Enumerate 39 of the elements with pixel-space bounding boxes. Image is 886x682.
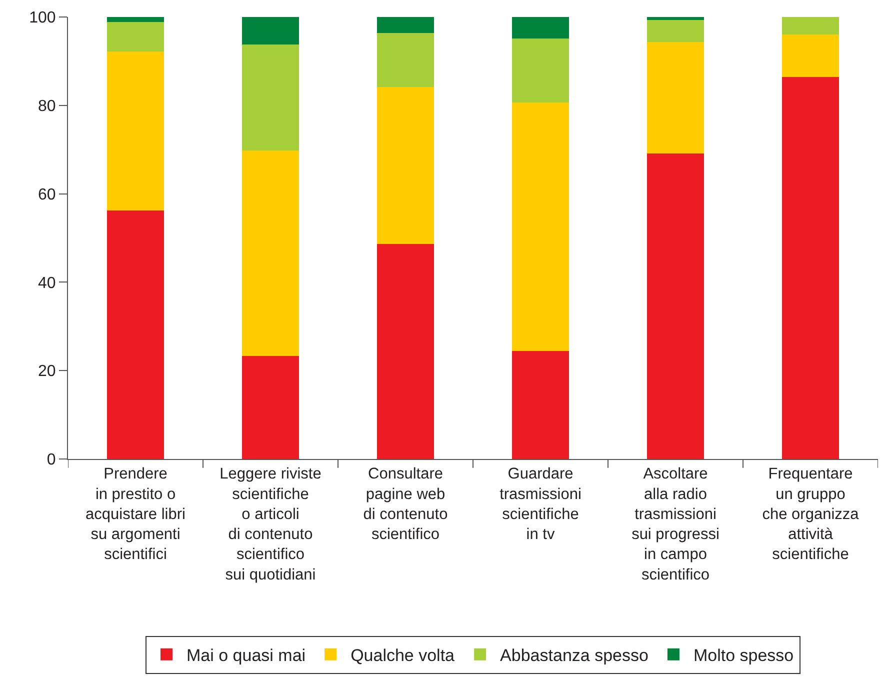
bar [647,17,704,20]
bar [512,102,569,352]
x-tick-label: Frequentare un gruppo che organizza attività scientifiche [762,466,860,564]
y-tick-label: 0 [46,452,56,469]
x-tick-label: Guardare trasmissioni scientifiche in tv [500,466,582,544]
legend-label: Molto spesso [693,646,794,665]
bar [242,44,299,150]
bar [512,38,569,102]
y-tick-label: 20 [38,363,56,380]
legend-label: Qualche volta [350,646,456,665]
x-tick-label: Leggere riviste scientifiche o articoli di contenuto scientifico sui quotidiani [220,466,322,584]
legend-label: Abbastanza spesso [500,646,648,665]
y-tick-label: 80 [38,98,56,115]
bar [512,351,569,459]
y-tick-label: 60 [38,186,56,204]
bar [782,77,839,459]
bar [242,17,299,44]
bar [377,17,434,33]
bar [647,42,704,154]
x-tick-label: Consultare pagine web di contenuto scientifico [363,466,448,544]
x-tick-label: Ascoltare alla radio trasmissioni sui progressi in campo scientifico [632,466,720,584]
bar [242,356,299,459]
bar [377,32,434,87]
bar [377,244,434,459]
bar [377,86,434,244]
bar [107,210,164,459]
legend-label: Mai o quasi mai [186,646,306,665]
bar [242,150,299,356]
bar [512,17,569,39]
bar [107,17,164,22]
y-tick-label: 40 [38,274,56,292]
bar [782,34,839,78]
bar [107,51,164,211]
bar [107,22,164,52]
bar [647,20,704,42]
y-tick-label: 100 [29,10,56,27]
bar [647,154,704,459]
bar [782,17,839,35]
x-tick-label: Prendere in prestito o acquistare libri su argomenti scientifici [86,466,186,564]
